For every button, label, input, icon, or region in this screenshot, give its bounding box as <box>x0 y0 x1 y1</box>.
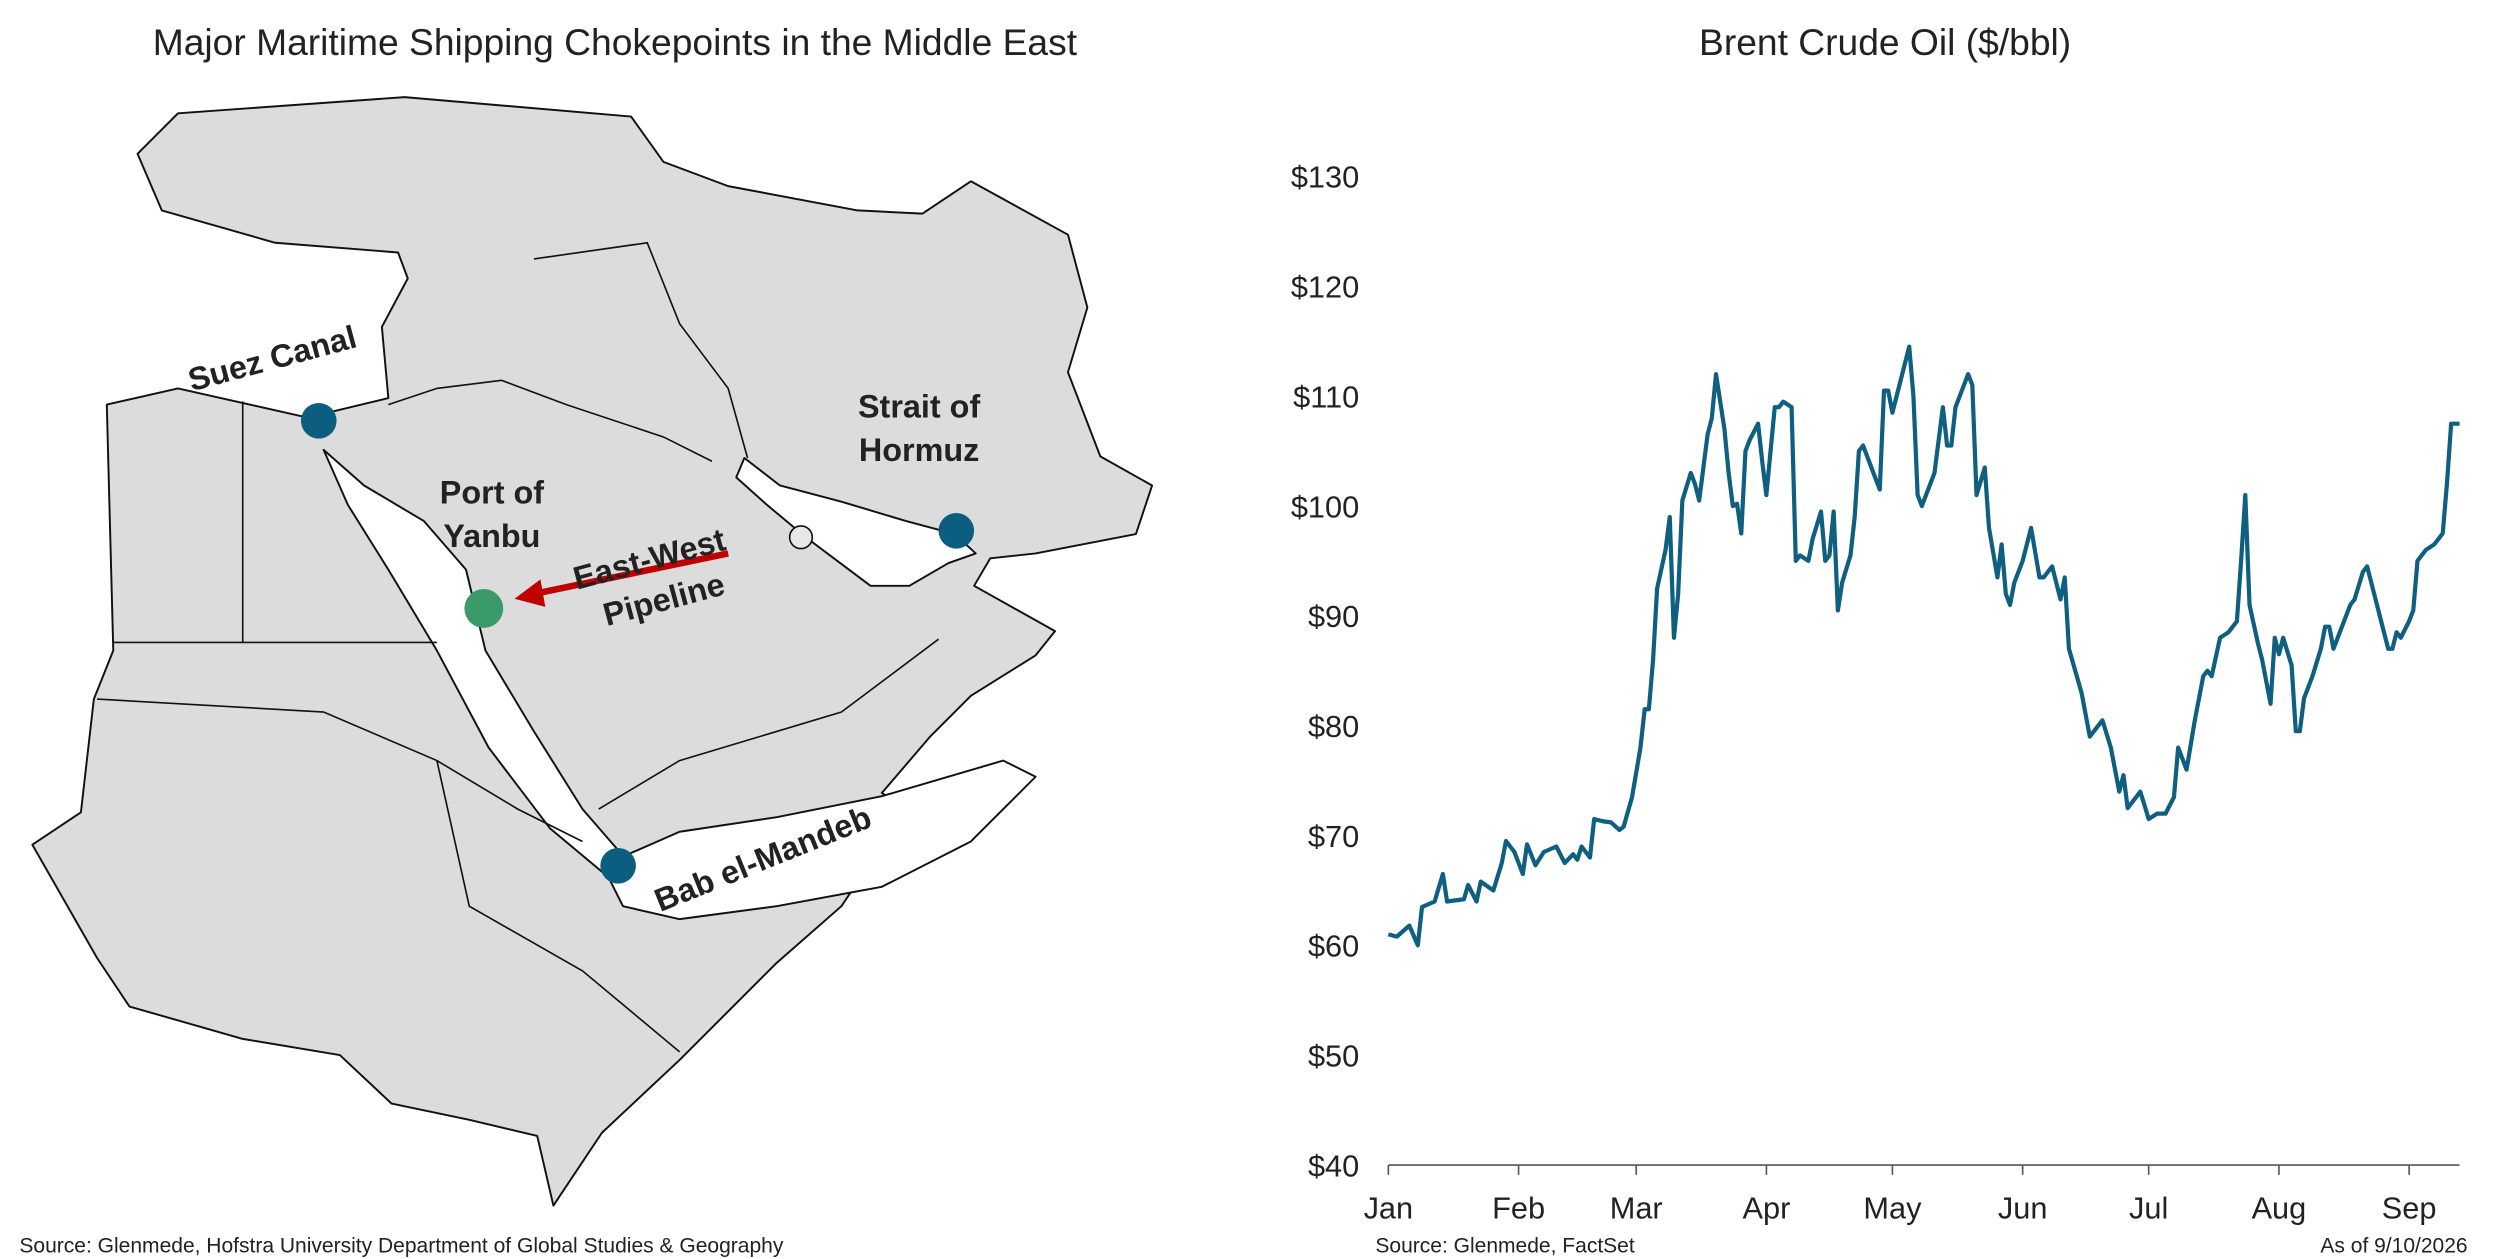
border <box>533 241 749 459</box>
x-tick-label: Apr <box>1743 1190 1791 1225</box>
x-tick-label: Feb <box>1492 1190 1545 1225</box>
yanbu-label: Port of <box>440 474 544 510</box>
border <box>598 638 939 810</box>
y-tick-label: $80 <box>1308 709 1359 744</box>
map-title: Major Maritime Shipping Chokepoints in t… <box>153 21 1078 63</box>
suez-dot <box>300 402 337 439</box>
hormuz-dot <box>938 512 975 549</box>
qatar-dot <box>788 525 814 550</box>
land <box>31 96 1154 1207</box>
x-tick-label: Jun <box>1998 1190 2048 1225</box>
y-tick-label: $130 <box>1291 160 1359 195</box>
bab-dot <box>600 847 636 884</box>
y-tick-label: $120 <box>1291 270 1359 305</box>
chart-source: Source: Glenmede, FactSet <box>1375 1234 1634 1257</box>
border <box>436 759 583 843</box>
y-tick-label: $70 <box>1308 819 1359 854</box>
yanbu-dot <box>464 589 504 628</box>
x-tick-label: Mar <box>1610 1190 1663 1225</box>
x-tick-label: Jan <box>1364 1190 1414 1225</box>
x-tick-label: May <box>1863 1190 1922 1225</box>
yanbu-label: Yanbu <box>443 518 540 554</box>
chart-title: Brent Crude Oil ($/bbl) <box>1699 21 2071 63</box>
y-tick-label: $90 <box>1308 599 1359 634</box>
x-tick-label: Aug <box>2252 1190 2307 1225</box>
as-of: As of 9/10/2026 <box>2320 1234 2467 1257</box>
y-tick-label: $100 <box>1291 489 1359 524</box>
x-tick-label: Jul <box>2129 1190 2168 1225</box>
price-line <box>1387 344 2460 948</box>
persian-gulf <box>735 457 977 587</box>
y-tick-label: $50 <box>1308 1039 1359 1074</box>
y-tick-label: $60 <box>1308 929 1359 964</box>
y-tick-label: $40 <box>1308 1148 1359 1183</box>
map <box>31 96 1154 1207</box>
gulf-of-aden <box>607 759 1037 921</box>
pipeline-arrow <box>533 550 729 598</box>
border <box>97 698 681 1053</box>
y-tick-label: $110 <box>1293 379 1359 414</box>
map-source: Source: Glenmede, Hofstra University Dep… <box>19 1234 783 1257</box>
border <box>388 379 713 462</box>
arrow-head <box>514 579 546 607</box>
suez-label: Suez Canal <box>184 319 360 398</box>
hormuz-label: Strait of <box>858 389 980 425</box>
x-tick-label: Sep <box>2382 1190 2437 1225</box>
hormuz-label: Hormuz <box>859 432 979 468</box>
